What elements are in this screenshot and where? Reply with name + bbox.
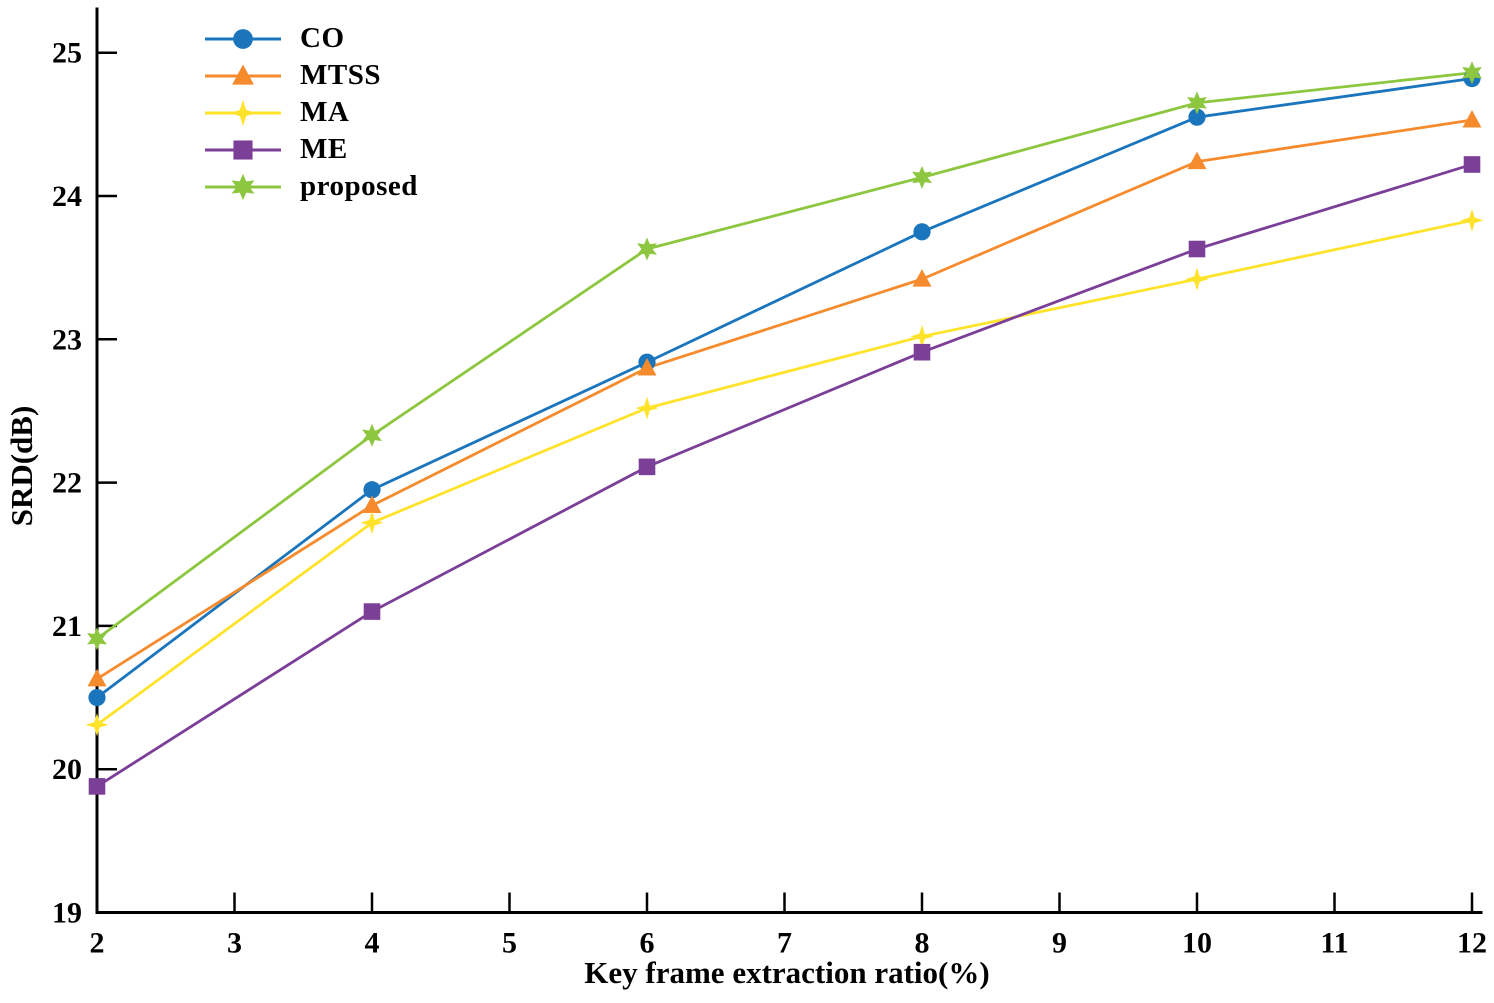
x-axis-label: Key frame extraction ratio(%) [584, 955, 990, 990]
x-tick-label: 5 [502, 927, 517, 960]
legend-marker-glyph-MA [229, 99, 257, 126]
marker-square-ME [913, 343, 931, 361]
y-tick-label: 24 [52, 180, 82, 213]
marker-circle-CO [363, 481, 381, 499]
marker-circle-CO [913, 223, 931, 241]
legend-marker-circle [205, 28, 281, 49]
series-line-ME [96, 163, 1473, 788]
x-tick-label: 2 [90, 927, 105, 960]
x-tick-label: 7 [777, 927, 792, 960]
x-tick-label: 4 [365, 927, 380, 960]
legend-marker-glyph-MTSS [232, 64, 254, 85]
legend-item-proposed: proposed [202, 168, 418, 205]
y-tick-label: 19 [52, 897, 82, 930]
series-line-MTSS [96, 118, 1473, 681]
y-tick-label: 20 [52, 753, 82, 786]
marker-square-ME [1463, 156, 1481, 173]
series-line-CO [96, 77, 1473, 699]
y-tick-label: 23 [52, 323, 82, 356]
legend-marker-glyph-CO [233, 28, 253, 49]
marker-star4-MA [1460, 208, 1484, 232]
x-tick-label: 10 [1182, 927, 1212, 960]
marker-hexagram-proposed [1187, 91, 1207, 115]
legend-item-CO: CO [202, 20, 418, 57]
marker-star4-MA [85, 713, 109, 737]
marker-circle-CO [88, 688, 106, 707]
marker-triangle-MTSS [1462, 110, 1482, 128]
legend-label: ME [300, 133, 348, 165]
marker-triangle-MTSS [87, 668, 107, 687]
marker-hexagram-proposed [87, 627, 107, 651]
marker-hexagram-proposed [1462, 61, 1482, 85]
x-tick-label: 11 [1320, 927, 1348, 960]
y-axis-label: SRD(dB) [4, 405, 39, 527]
x-tick-label: 9 [1052, 927, 1067, 960]
x-tick-label: 6 [640, 927, 655, 960]
legend: CO MTSS MA ME proposed [202, 20, 418, 205]
marker-hexagram-proposed [637, 237, 657, 261]
legend-marker-star4 [205, 99, 281, 126]
marker-hexagram-proposed [362, 423, 382, 447]
marker-square-ME [88, 778, 106, 795]
legend-item-MTSS: MTSS [202, 57, 418, 94]
marker-star4-MA [1185, 267, 1209, 291]
legend-marker-triangle [205, 64, 281, 85]
legend-marker-glyph-proposed [231, 173, 255, 200]
legend-marker-square [205, 139, 281, 160]
legend-item-ME: ME [202, 131, 418, 168]
legend-marker-glyph-ME [233, 139, 253, 160]
marker-triangle-MTSS [362, 495, 382, 514]
legend-label: proposed [300, 170, 418, 202]
marker-square-ME [638, 458, 656, 476]
legend-label: MTSS [300, 59, 381, 91]
legend-label: CO [300, 22, 345, 54]
series-line-MA [96, 218, 1473, 726]
marker-circle-CO [1188, 108, 1206, 126]
x-tick-label: 8 [915, 927, 930, 960]
marker-star4-MA [635, 396, 659, 420]
y-tick-label: 21 [52, 610, 82, 643]
y-tick-label: 25 [52, 37, 82, 70]
x-tick-label: 12 [1457, 927, 1487, 960]
marker-triangle-MTSS [912, 269, 932, 287]
legend-item-MA: MA [202, 94, 418, 131]
y-tick-label: 22 [52, 467, 82, 500]
marker-square-ME [1188, 240, 1206, 258]
marker-hexagram-proposed [912, 165, 932, 189]
x-tick-label: 3 [227, 927, 242, 960]
legend-marker-hexagram [205, 173, 281, 200]
series-line-proposed [96, 71, 1473, 640]
marker-star4-MA [910, 324, 934, 348]
marker-square-ME [363, 603, 381, 620]
marker-triangle-MTSS [1187, 151, 1207, 170]
marker-triangle-MTSS [637, 357, 657, 376]
marker-star4-MA [360, 511, 384, 535]
legend-label: MA [300, 96, 350, 128]
